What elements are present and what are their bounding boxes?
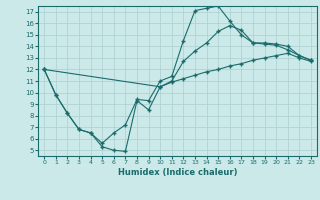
X-axis label: Humidex (Indice chaleur): Humidex (Indice chaleur) (118, 168, 237, 177)
